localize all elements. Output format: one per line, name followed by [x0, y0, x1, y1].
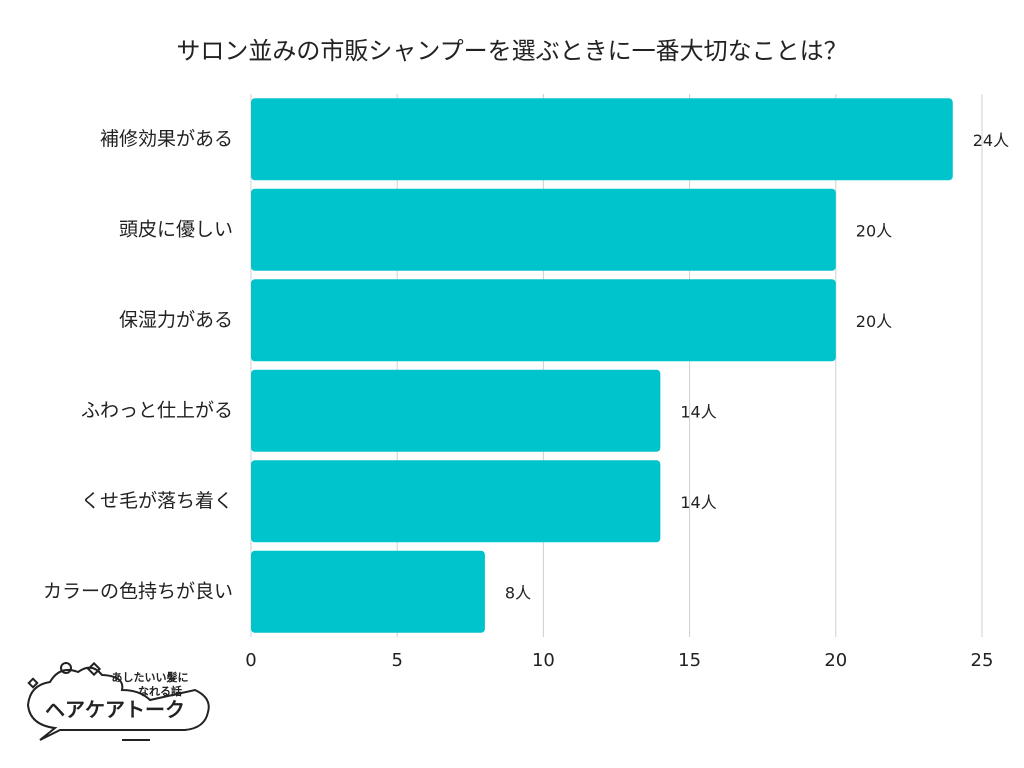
- y-tick-label: 保湿力がある: [119, 309, 233, 331]
- bar: [251, 369, 661, 452]
- x-tick-label: 15: [678, 650, 701, 671]
- data-label: 8人: [505, 583, 531, 602]
- logo-name: ヘアケアトーク: [45, 698, 185, 722]
- y-tick-label: 頭皮に優しい: [119, 218, 233, 240]
- bar: [251, 188, 836, 271]
- logo-dot: [60, 662, 72, 674]
- y-tick-label: カラーの色持ちが良い: [43, 580, 233, 602]
- y-tick-label: 補修効果がある: [100, 128, 233, 150]
- x-tick-label: 20: [824, 650, 847, 671]
- logo-tagline: なれる話: [138, 684, 182, 698]
- logo-cloud: [26, 666, 210, 741]
- bar: [251, 550, 485, 633]
- bar: [251, 279, 836, 362]
- y-tick-label: ふわっと仕上がる: [81, 399, 233, 421]
- bar: [251, 460, 661, 543]
- logo: あしたいい髪に なれる話 ヘアケアトーク: [26, 661, 210, 741]
- logo-diamond: [27, 677, 39, 689]
- data-label: 14人: [680, 493, 716, 512]
- bar: [251, 98, 953, 181]
- chart-title: サロン並みの市販シャンプーを選ぶときに一番大切なことは？: [176, 37, 847, 65]
- data-label: 14人: [680, 402, 716, 421]
- x-tick-label: 0: [245, 650, 256, 671]
- x-tick-label: 10: [532, 650, 555, 671]
- data-label: 20人: [856, 312, 892, 331]
- logo-diamond: [86, 661, 102, 677]
- x-tick-label: 5: [391, 650, 402, 671]
- logo-tagline: あしたいい髪に: [112, 670, 189, 684]
- x-tick-label: 25: [971, 650, 994, 671]
- y-tick-label: くせ毛が落ち着く: [81, 490, 233, 512]
- data-label: 20人: [856, 221, 892, 240]
- data-label: 24人: [973, 131, 1009, 150]
